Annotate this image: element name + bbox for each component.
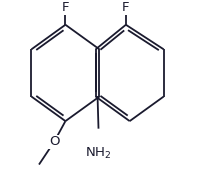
Text: NH$_2$: NH$_2$ [85, 146, 112, 161]
Text: O: O [49, 135, 59, 148]
Text: F: F [62, 1, 69, 14]
Text: F: F [122, 1, 130, 14]
